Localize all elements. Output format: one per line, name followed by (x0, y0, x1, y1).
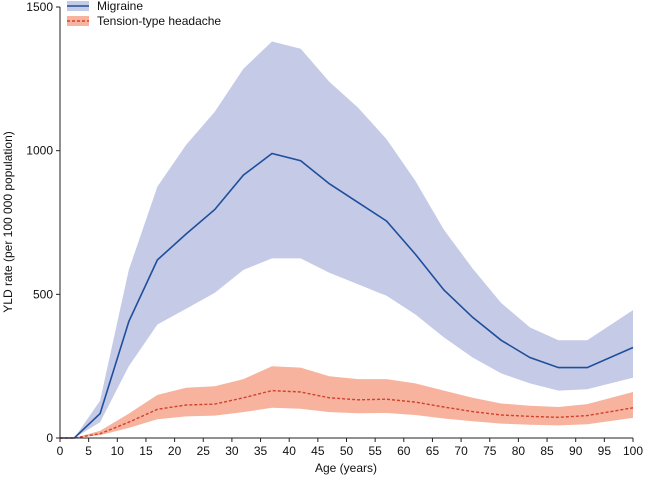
y-axis-title: YLD rate (per 100 000 population) (1, 131, 15, 312)
x-tick-label: 95 (598, 444, 612, 458)
x-tick-label: 90 (569, 444, 583, 458)
legend-label-migraine: Migraine (97, 0, 143, 13)
x-tick-label: 50 (340, 444, 354, 458)
x-tick-label: 25 (197, 444, 211, 458)
x-axis-title: Age (years) (315, 461, 377, 475)
y-axis-ticks: 0 500 1000 1500 (26, 0, 60, 445)
x-tick-label: 40 (283, 444, 297, 458)
legend-label-tension-type-headache: Tension-type headache (97, 14, 221, 28)
x-tick-label: 10 (111, 444, 125, 458)
y-tick-label: 500 (33, 287, 53, 301)
confidence-bands (60, 41, 633, 438)
tension-type-headache-uncertainty-band (60, 366, 633, 438)
legend-item-migraine: Migraine (67, 0, 143, 13)
y-tick-label: 1500 (26, 0, 53, 14)
x-tick-label: 35 (254, 444, 268, 458)
legend: Migraine Tension-type headache (67, 0, 221, 28)
x-tick-label: 75 (483, 444, 497, 458)
x-axis-ticks: 0 5 10 15 20 25 30 35 40 45 50 55 60 65 70 75 80 85 90 95 10… (57, 438, 643, 458)
legend-item-tension-type-headache: Tension-type headache (67, 14, 221, 28)
x-tick-label: 45 (311, 444, 325, 458)
x-tick-label: 20 (168, 444, 182, 458)
x-tick-label: 65 (426, 444, 440, 458)
migraine-line (60, 152, 634, 439)
y-tick-label: 1000 (26, 144, 53, 158)
x-tick-label: 70 (454, 444, 468, 458)
x-tick-label: 30 (225, 444, 239, 458)
x-tick-label: 100 (623, 444, 643, 458)
x-tick-label: 5 (85, 444, 92, 458)
migraine-uncertainty-band (60, 41, 633, 438)
x-tick-label: 55 (368, 444, 382, 458)
x-tick-label: 80 (512, 444, 526, 458)
x-tick-label: 60 (397, 444, 411, 458)
x-tick-label: 85 (540, 444, 554, 458)
series-lines (60, 152, 634, 439)
x-tick-label: 15 (139, 444, 153, 458)
x-tick-label: 0 (57, 444, 64, 458)
tension-type-headache-line (60, 389, 634, 439)
y-tick-label: 0 (46, 431, 53, 445)
